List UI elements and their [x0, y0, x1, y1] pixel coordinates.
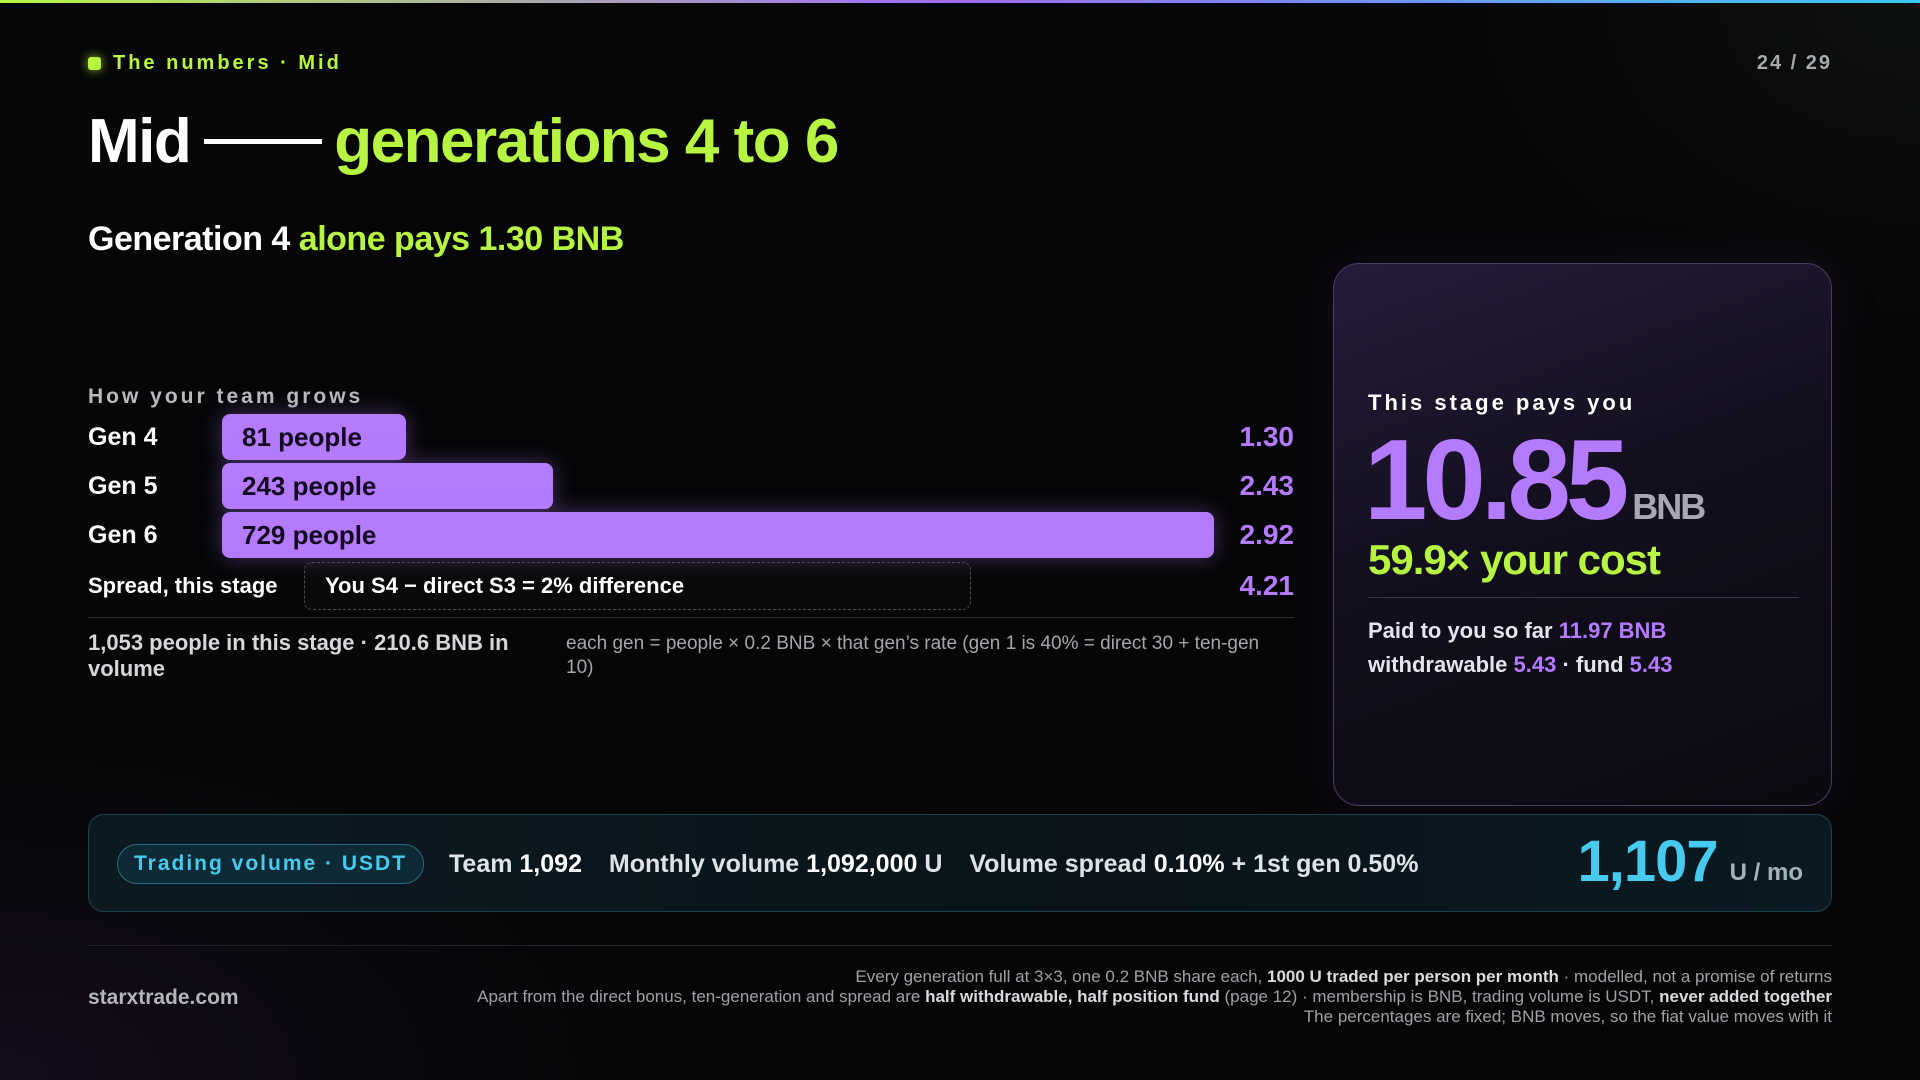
trading-stats: Team 1,092 Monthly volume 1,092,000 U Vo…: [449, 815, 1418, 913]
title-lead: Mid: [88, 107, 192, 176]
people-bar: 243 people: [222, 463, 553, 509]
footer-divider: [88, 945, 1832, 946]
eyebrow-text: The numbers · Mid: [113, 52, 342, 74]
people-bar: 81 people: [222, 414, 406, 460]
gen-value: 2.92: [1239, 519, 1295, 550]
title-dash: [204, 139, 323, 144]
withdrawable-label: withdrawable: [1368, 652, 1508, 677]
spread-row: Spread, this stage You S4 − direct S3 = …: [88, 562, 1294, 610]
site-link[interactable]: starxtrade.com: [88, 986, 239, 1009]
trading-pill: Trading volume · USDT: [117, 844, 425, 884]
bar-track: 81 people: [222, 414, 1214, 460]
monthly-value: 1,092,000: [806, 850, 918, 878]
page-title: Mid generations 4 to 6: [88, 106, 839, 177]
spread-value: 0.10%: [1153, 850, 1225, 878]
payout-unit: BNB: [1632, 486, 1706, 527]
team-value: 1,092: [519, 850, 582, 878]
title-accent: generations 4 to 6: [334, 107, 839, 176]
gen-value: 1.30: [1239, 421, 1295, 452]
formula-note: each gen = people × 0.2 BNB × that gen’s…: [566, 633, 1260, 678]
eyebrow-dot-icon: [88, 57, 101, 70]
spread-value: 4.21: [1239, 570, 1295, 601]
trading-total-unit: U / mo: [1729, 859, 1803, 886]
gen-label: Gen 6: [88, 521, 158, 549]
withdrawable-value: 5.43: [1513, 652, 1557, 677]
footnote-line: Apart from the direct bonus, ten-generat…: [477, 987, 1832, 1006]
gen-label: Gen 4: [88, 423, 158, 451]
card-label: This stage pays you: [1368, 390, 1636, 415]
paid-so-far: Paid to you so far 11.97 BNB withdrawabl…: [1368, 614, 1672, 682]
growth-section-label: How your team grows: [88, 385, 364, 408]
monthly-unit: U: [924, 850, 943, 878]
spread-box: You S4 − direct S3 = 2% difference: [304, 562, 971, 610]
subtitle-lead: Generation 4: [88, 220, 290, 258]
footnote-line: The percentages are fixed; BNB moves, so…: [1303, 1007, 1832, 1026]
team-label: Team: [449, 850, 513, 878]
gen-row: Gen 4 81 people 1.30: [88, 414, 1294, 460]
payout-amount: 10.85 BNB: [1364, 417, 1706, 544]
bar-track: 729 people: [222, 512, 1214, 558]
fund-value: 5.43: [1629, 652, 1673, 677]
footnote-line: Every generation full at 3×3, one 0.2 BN…: [855, 967, 1832, 986]
divider: [88, 617, 1294, 618]
monthly-label: Monthly volume: [608, 850, 800, 878]
stage-payout-card: This stage pays you 10.85 BNB 59.9× your…: [1333, 263, 1832, 806]
gen-label: Gen 5: [88, 472, 158, 500]
gen-value: 2.43: [1239, 470, 1295, 501]
gen-row: Gen 5 243 people 2.43: [88, 463, 1294, 509]
payout-number: 10.85: [1364, 417, 1629, 544]
page-subtitle: Generation 4 alone pays 1.30 BNB: [88, 220, 624, 259]
gen-row: Gen 6 729 people 2.92: [88, 512, 1294, 558]
section-eyebrow: The numbers · Mid: [88, 52, 342, 75]
cost-multiple: 59.9× your cost: [1368, 536, 1661, 583]
fund-label: · fund: [1562, 652, 1624, 677]
bar-track: 243 people: [222, 463, 1214, 509]
first-gen: + 1st gen 0.50%: [1231, 850, 1419, 878]
trading-total-number: 1,107: [1577, 829, 1719, 894]
spread-label: Spread, this stage: [88, 573, 278, 598]
people-bar: 729 people: [222, 512, 1214, 558]
page-counter: 24 / 29: [1756, 52, 1832, 74]
paid-label: Paid to you so far: [1368, 618, 1553, 643]
stage-summary: 1,053 people in this stage · 210.6 BNB i…: [88, 630, 509, 681]
top-accent-line: [0, 0, 1920, 3]
trading-total: 1,107 U / mo: [1578, 829, 1804, 895]
spread-label: Volume spread: [969, 850, 1147, 878]
trading-volume-strip: Trading volume · USDT Team 1,092 Monthly…: [88, 814, 1832, 912]
subtitle-accent: alone pays 1.30 BNB: [298, 220, 624, 258]
card-divider: [1368, 597, 1799, 598]
footnotes: Every generation full at 3×3, one 0.2 BN…: [392, 967, 1832, 1027]
paid-value: 11.97 BNB: [1558, 618, 1667, 643]
